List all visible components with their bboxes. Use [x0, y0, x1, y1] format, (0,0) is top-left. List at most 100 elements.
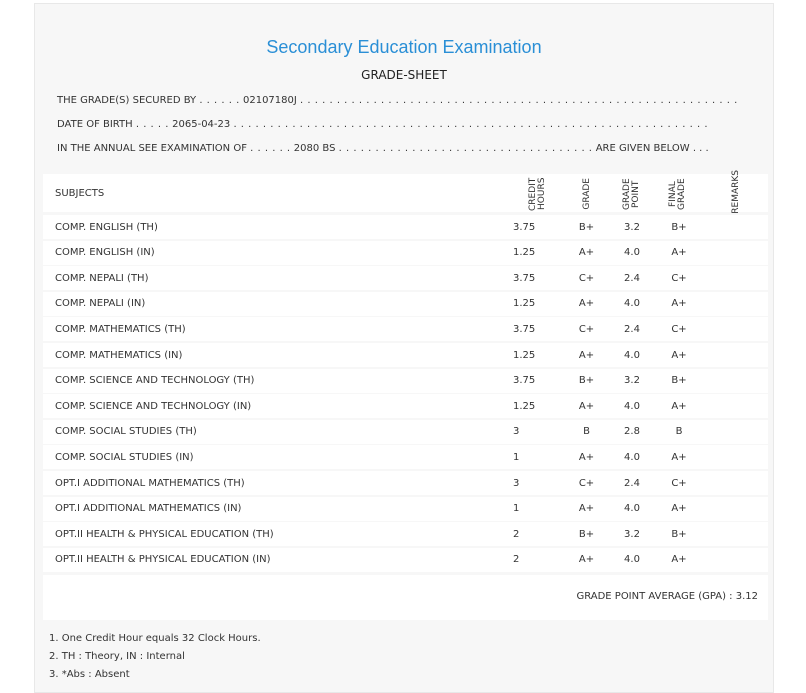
- grade-point-cell: 4.0: [624, 400, 640, 412]
- dob-value: 2065-04-23: [172, 119, 231, 130]
- table-row: COMP. SOCIAL STUDIES (TH) 3 B 2.8 B: [43, 419, 768, 444]
- remarks-cell: [702, 241, 768, 265]
- dotted-leader: . . . . . . . . . . . . . . . . . . . . …: [338, 143, 593, 154]
- final-grade-cell: B+: [671, 221, 687, 233]
- footnotes: 1. One Credit Hour equals 32 Clock Hours…: [49, 630, 261, 684]
- remarks-cell: [702, 471, 768, 495]
- subject-cell: COMP. NEPALI (TH): [55, 272, 149, 284]
- grade-cell: C+: [578, 323, 595, 335]
- final-grade-cell: B+: [671, 528, 687, 540]
- grade-cell: A+: [578, 451, 595, 463]
- grade-point-cell: 4.0: [624, 298, 640, 310]
- grade-cell: A+: [578, 298, 595, 310]
- credit-hours-cell: 1.25: [513, 400, 536, 412]
- grade-cell: C+: [578, 272, 595, 284]
- table-row: COMP. SOCIAL STUDIES (IN) 1 A+ 4.0 A+: [43, 445, 768, 470]
- table-row: OPT.I ADDITIONAL MATHEMATICS (TH) 3 C+ 2.4 C…: [43, 471, 768, 495]
- table-row: COMP. NEPALI (IN) 1.25 A+ 4.0 A+: [43, 291, 768, 316]
- grade-cell: A+: [578, 554, 595, 566]
- subject-cell: OPT.I ADDITIONAL MATHEMATICS (TH): [55, 477, 245, 489]
- final-grade-cell: A+: [671, 503, 687, 515]
- grade-point-cell: 4.0: [624, 503, 640, 515]
- subject-cell: COMP. NEPALI (IN): [55, 298, 146, 310]
- credit-hours-cell: 1.25: [513, 247, 536, 259]
- grade-point-cell: 4.0: [624, 451, 640, 463]
- credit-hours-cell: 3: [513, 477, 520, 489]
- grade-point-cell: 2.4: [624, 477, 640, 489]
- credit-hours-cell: 3.75: [513, 375, 536, 387]
- grade-cell: B+: [578, 528, 595, 540]
- credit-hours-cell: 3.75: [513, 221, 536, 233]
- header-grade-point: GRADE POINT: [622, 178, 641, 210]
- final-grade-cell: B: [675, 426, 683, 438]
- grade-cell: A+: [578, 247, 595, 259]
- grade-cell: A+: [578, 349, 595, 361]
- exam-suffix: ARE GIVEN BELOW . . .: [595, 143, 709, 154]
- subject-cell: OPT.II HEALTH & PHYSICAL EDUCATION (IN): [55, 554, 271, 566]
- header-grade: GRADE: [581, 178, 592, 210]
- final-grade-cell: C+: [671, 272, 687, 284]
- exam-year: 2080 BS: [293, 143, 336, 154]
- dotted-leader: . . . . .: [135, 119, 169, 130]
- table-row: COMP. MATHEMATICS (IN) 1.25 A+ 4.0 A+: [43, 343, 768, 367]
- table-row: COMP. NEPALI (TH) 3.75 C+ 2.4 C+: [43, 266, 768, 291]
- subject-cell: COMP. SOCIAL STUDIES (TH): [55, 426, 197, 438]
- remarks-cell: [702, 317, 768, 341]
- subject-cell: COMP. MATHEMATICS (TH): [55, 323, 186, 335]
- gpa-panel: GRADE POINT AVERAGE (GPA) : 3.12: [43, 575, 768, 620]
- header-remarks: REMARKS: [730, 170, 741, 214]
- table-row: COMP. ENGLISH (IN) 1.25 A+ 4.0 A+: [43, 240, 768, 265]
- remarks-cell: [702, 369, 768, 393]
- grade-point-cell: 2.4: [624, 323, 640, 335]
- remarks-cell: [702, 420, 768, 444]
- final-grade-cell: A+: [671, 451, 687, 463]
- remarks-cell: [702, 266, 768, 290]
- remarks-cell: [702, 497, 768, 521]
- grade-point-cell: 4.0: [624, 554, 640, 566]
- dotted-leader: . . . . . . . . . . . . . . . . . . . . …: [300, 95, 738, 106]
- grade-cell: B+: [578, 375, 595, 387]
- table-row: OPT.II HEALTH & PHYSICAL EDUCATION (IN) 2…: [43, 547, 768, 572]
- remarks-cell: [702, 394, 768, 418]
- credit-hours-cell: 1: [513, 451, 520, 463]
- footnote-item: 1. One Credit Hour equals 32 Clock Hours…: [49, 633, 261, 644]
- grade-cell: A+: [578, 503, 595, 515]
- credit-hours-cell: 1.25: [513, 349, 536, 361]
- final-grade-cell: A+: [671, 400, 687, 412]
- grade-sheet: Secondary Education Examination GRADE-SH…: [34, 3, 774, 693]
- footnote-item: 3. *Abs : Absent: [49, 669, 130, 680]
- remarks-cell: [702, 548, 768, 572]
- subject-cell: COMP. ENGLISH (TH): [55, 221, 158, 233]
- grade-cell: A+: [578, 400, 595, 412]
- dotted-leader: . . . . . .: [250, 143, 291, 154]
- final-grade-cell: A+: [671, 298, 687, 310]
- grade-point-cell: 3.2: [624, 528, 640, 540]
- dotted-leader: . . . . . . . . . . . . . . . . . . . . …: [233, 119, 709, 130]
- credit-hours-cell: 1: [513, 503, 520, 515]
- subject-cell: COMP. MATHEMATICS (IN): [55, 349, 183, 361]
- header-credit-hours: CREDIT HOURS: [528, 177, 547, 211]
- footnote-item: 2. TH : Theory, IN : Internal: [49, 651, 185, 662]
- grade-point-cell: 2.4: [624, 272, 640, 284]
- dob-label: DATE OF BIRTH: [57, 119, 133, 130]
- dotted-leader: . . . . . .: [199, 95, 240, 106]
- subject-cell: COMP. SCIENCE AND TECHNOLOGY (IN): [55, 400, 252, 412]
- remarks-cell: [702, 522, 768, 546]
- table-row: COMP. SCIENCE AND TECHNOLOGY (TH) 3.75 B+ 3…: [43, 368, 768, 393]
- exam-title: Secondary Education Examination: [266, 37, 542, 57]
- table-row: COMP. ENGLISH (TH) 3.75 B+ 3.2 B+: [43, 215, 768, 239]
- header-final-grade: FINAL GRADE: [668, 178, 687, 210]
- subject-cell: COMP. ENGLISH (IN): [55, 247, 155, 259]
- grade-cell: C+: [578, 477, 595, 489]
- student-symbol-line: THE GRADE(S) SECURED BY . . . . . . 0210…: [57, 95, 738, 106]
- grade-point-cell: 4.0: [624, 349, 640, 361]
- gpa-summary: GRADE POINT AVERAGE (GPA) : 3.12: [576, 591, 758, 602]
- table-row: OPT.I ADDITIONAL MATHEMATICS (IN) 1 A+ 4.0 A…: [43, 496, 768, 521]
- subject-cell: OPT.I ADDITIONAL MATHEMATICS (IN): [55, 503, 242, 515]
- grade-cell: B+: [578, 221, 595, 233]
- final-grade-cell: A+: [671, 554, 687, 566]
- grade-point-cell: 3.2: [624, 375, 640, 387]
- grade-cell: B: [583, 426, 590, 438]
- sheet-subtitle: GRADE-SHEET: [361, 68, 447, 82]
- credit-hours-cell: 3: [513, 426, 520, 438]
